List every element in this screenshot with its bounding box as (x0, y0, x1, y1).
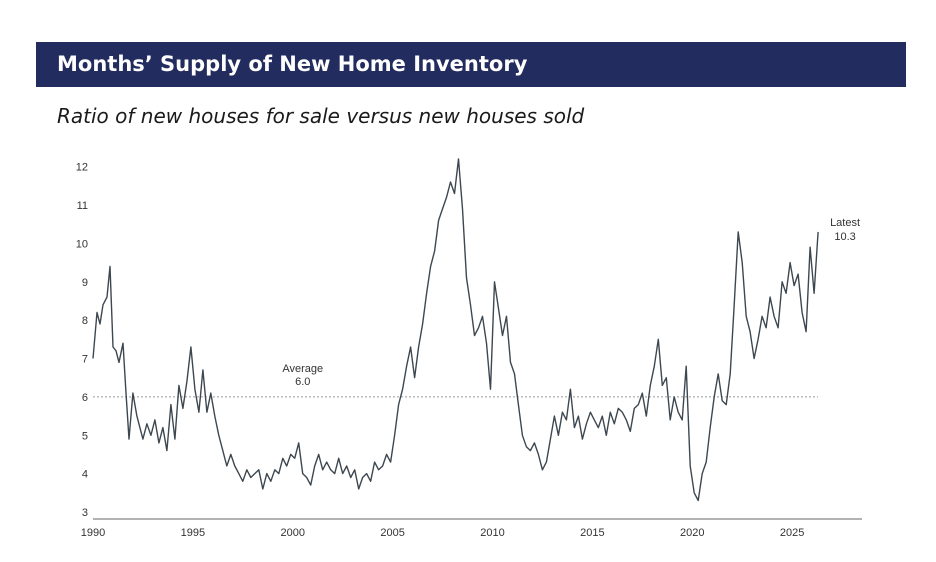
x-tick-label: 2010 (480, 527, 504, 539)
y-tick-label: 10 (76, 238, 88, 250)
series-line (92, 158, 819, 502)
y-tick-label: 7 (82, 354, 88, 366)
x-tick-label: 2020 (680, 527, 704, 539)
y-tick-label: 6 (82, 392, 88, 404)
title-bar: Months’ Supply of New Home Inventory (36, 42, 906, 87)
x-tick-label: 2025 (780, 527, 804, 539)
average-value-label: 6.0 (295, 376, 310, 388)
y-tick-label: 4 (82, 469, 88, 481)
average-label: Average (282, 363, 323, 375)
y-tick-label: 5 (82, 430, 88, 442)
latest-label: Latest (830, 217, 860, 229)
latest-value-label: 10.3 (834, 231, 855, 243)
x-tick-label: 2000 (280, 527, 304, 539)
y-tick-label: 12 (76, 162, 88, 174)
x-tick-label: 1995 (181, 527, 205, 539)
y-tick-label: 9 (82, 277, 88, 289)
y-tick-label: 8 (82, 315, 88, 327)
x-tick-label: 1990 (81, 527, 105, 539)
x-tick-label: 2005 (380, 527, 404, 539)
y-tick-label: 3 (82, 507, 88, 519)
chart-title: Months’ Supply of New Home Inventory (57, 52, 528, 76)
x-tick-label: 2015 (580, 527, 604, 539)
chart-subtitle: Ratio of new houses for sale versus new … (57, 104, 585, 128)
y-tick-label: 11 (77, 200, 88, 212)
